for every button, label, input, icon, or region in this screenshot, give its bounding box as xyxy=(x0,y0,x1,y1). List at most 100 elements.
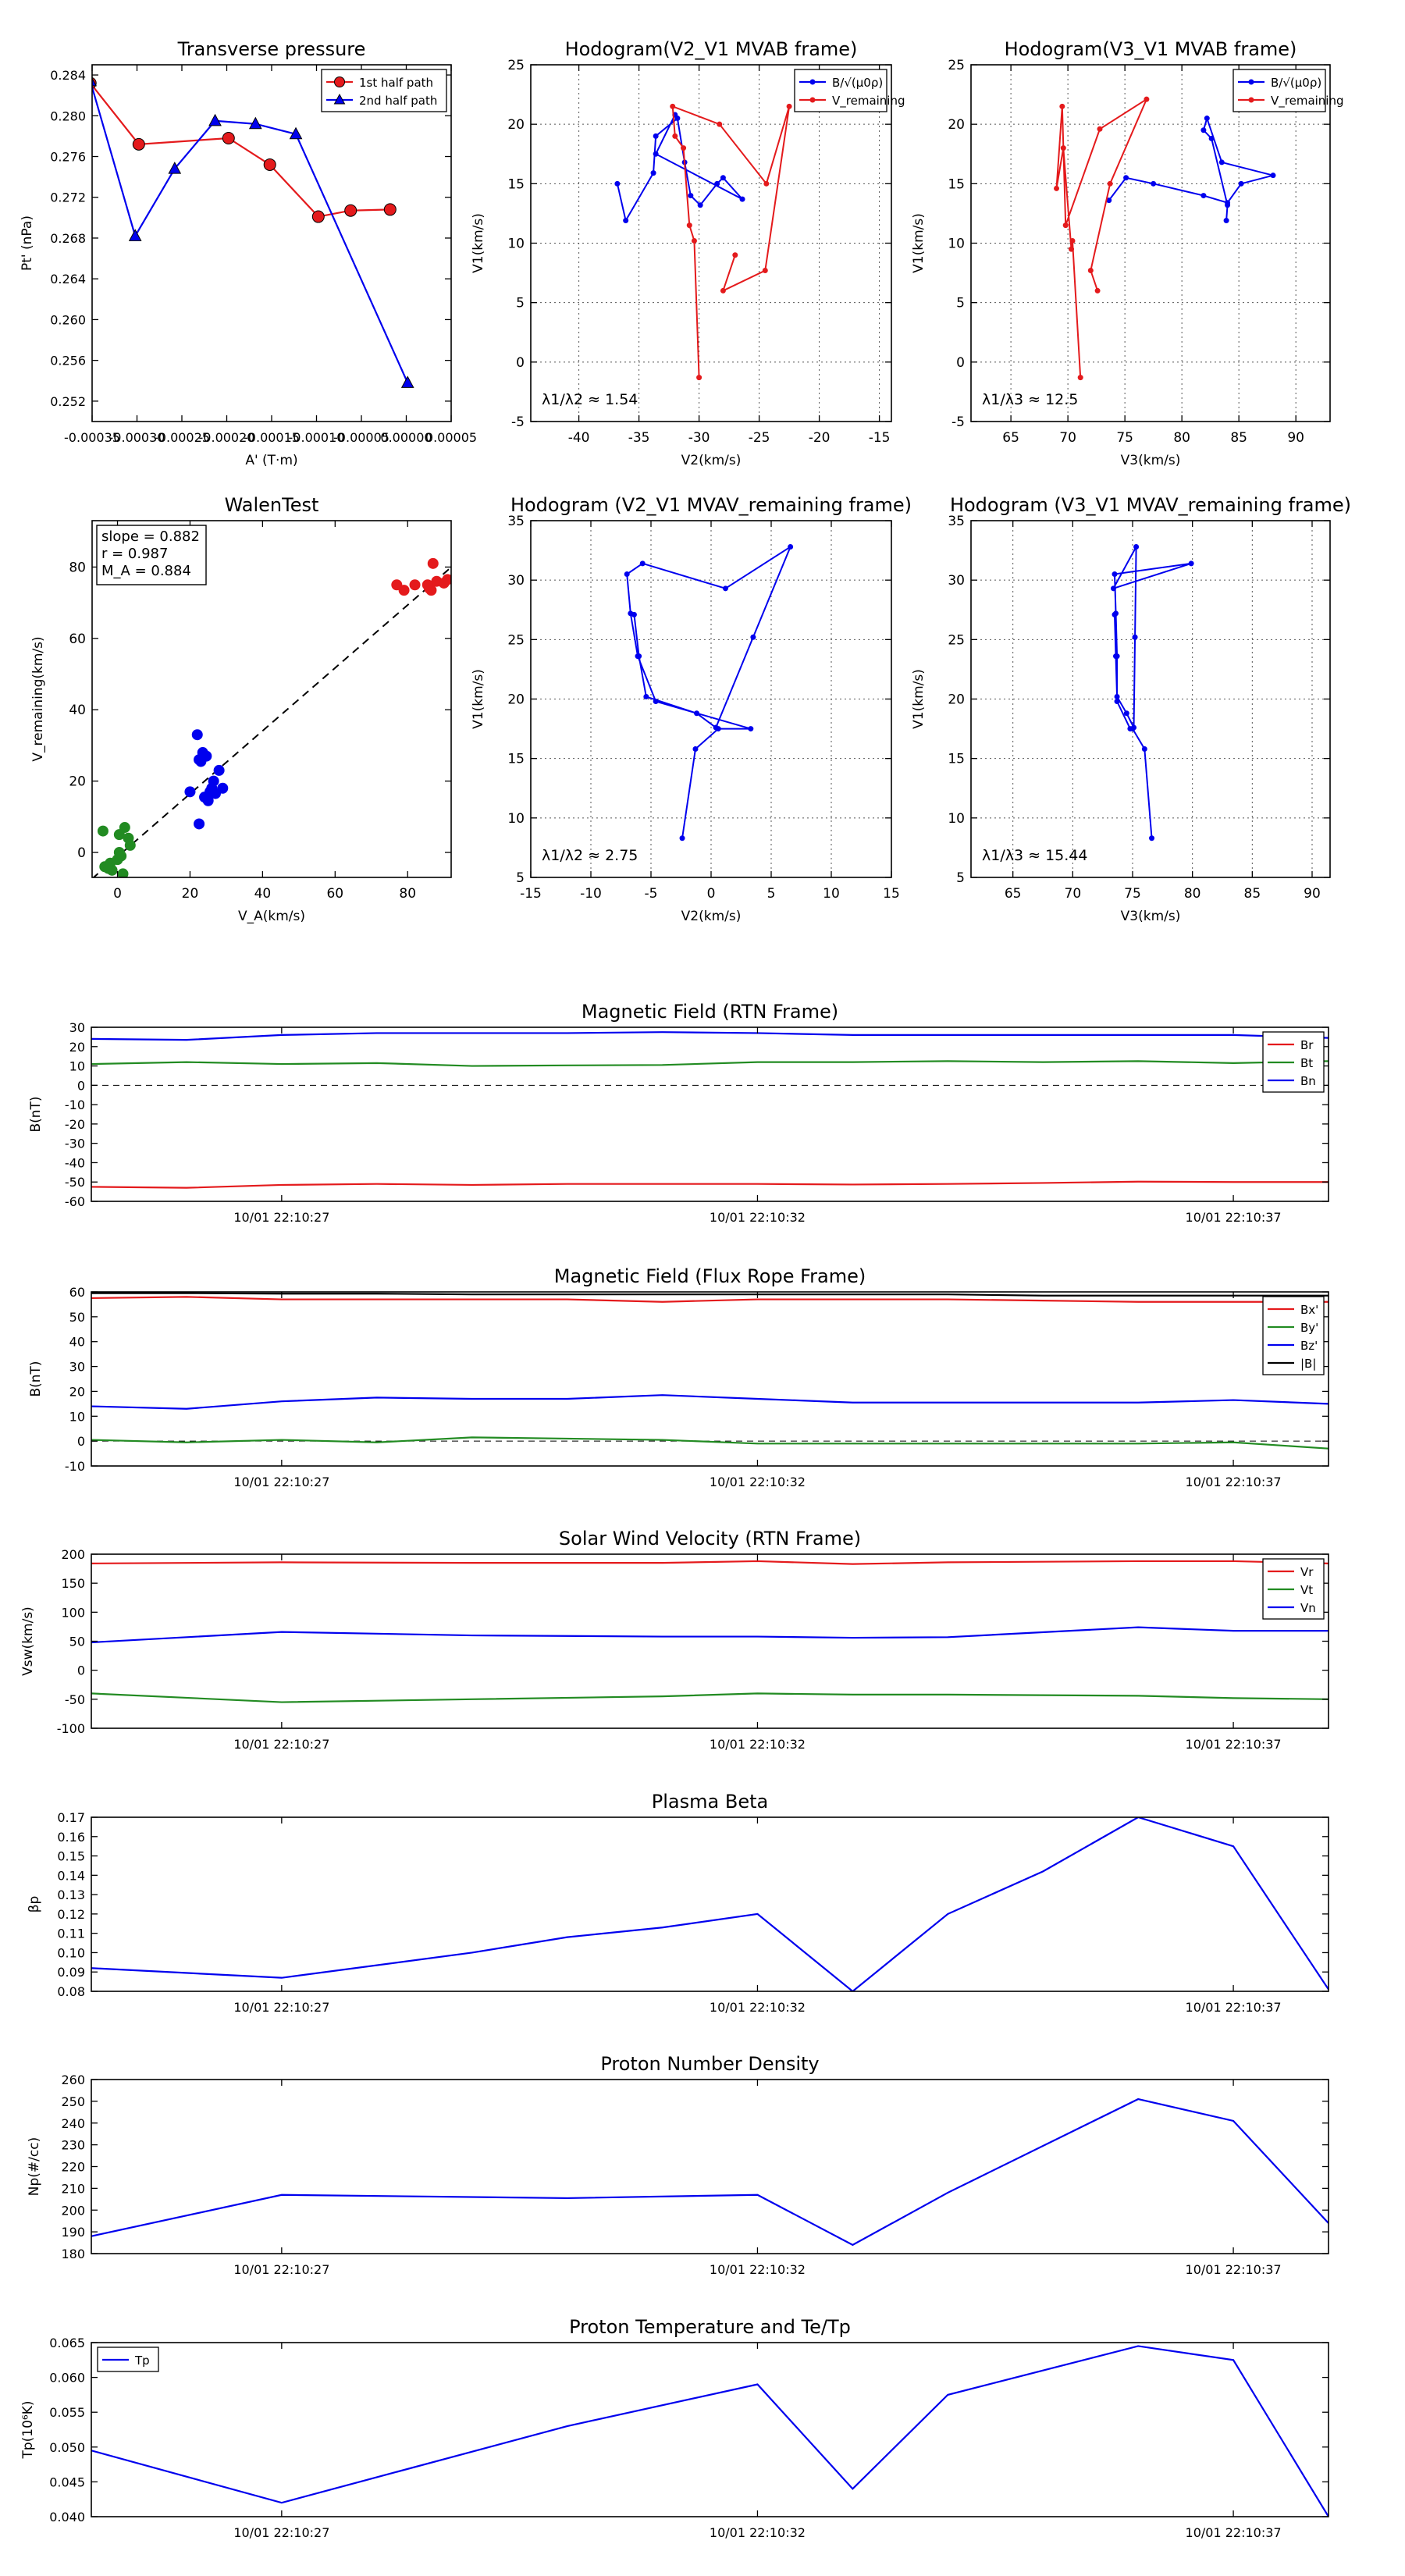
tpk-chart: 0.040 0.045 0.050 0.055 0.060 0.065 10/01 22:1… xyxy=(20,2316,1329,2540)
data-point xyxy=(102,863,114,874)
y-tick-label: 0.14 xyxy=(57,1868,85,1883)
y-tick-label: 0 xyxy=(516,355,525,371)
x-tick-label: -0.00005 xyxy=(333,430,389,445)
x-tick-label: 10/01 22:10:32 xyxy=(710,1737,806,1752)
data-point xyxy=(92,77,98,87)
x-tick-label: 10/01 22:10:37 xyxy=(1186,1210,1282,1225)
tp-title: Transverse pressure xyxy=(177,38,366,60)
y-tick-label: 230 xyxy=(61,2138,85,2153)
x-tick-label: 10/01 22:10:32 xyxy=(710,2525,806,2540)
data-point xyxy=(653,133,659,139)
legend-marker xyxy=(1248,79,1254,85)
data-point xyxy=(696,375,702,381)
x-tick-label: 40 xyxy=(254,886,272,902)
data-point xyxy=(311,210,325,223)
y-tick-label: 40 xyxy=(69,1335,85,1350)
series-bn xyxy=(91,1031,1329,1041)
series-vr xyxy=(91,1560,1329,1565)
x-tick-label: -0.00015 xyxy=(244,430,300,445)
series-br xyxy=(91,1180,1329,1189)
y-axis-label: V_remaining(km/s) xyxy=(30,636,46,761)
data-point xyxy=(624,571,630,578)
x-tick-label: -20 xyxy=(809,430,831,446)
np-title: Proton Number Density xyxy=(600,2053,819,2075)
y-tick-label: 0.284 xyxy=(50,68,86,83)
x-tick-label: -0.00035 xyxy=(64,430,120,445)
fit-stat-line: r = 0.987 xyxy=(101,546,168,562)
y-tick-label: 25 xyxy=(948,632,965,648)
x-tick-label: 80 xyxy=(1184,886,1201,902)
data-point xyxy=(132,137,145,151)
y-tick-label: 15 xyxy=(507,752,525,767)
plot-frame xyxy=(91,2342,1329,2517)
x-tick-label: 85 xyxy=(1244,886,1261,902)
data-point xyxy=(1123,710,1129,717)
y-tick-label: 30 xyxy=(948,573,965,589)
x-tick-label: -35 xyxy=(628,430,650,446)
y-axis-label: Tp(10⁶K) xyxy=(20,2400,36,2459)
data-point xyxy=(1132,634,1138,640)
series-line xyxy=(91,1060,1329,1067)
series-line xyxy=(91,1692,1329,1703)
y-tick-label: 10 xyxy=(69,1409,85,1424)
eigenvalue-ratio-annotation: λ1/λ3 ≈ 15.44 xyxy=(982,847,1087,864)
data-point xyxy=(650,170,656,176)
y-tick-label: 35 xyxy=(948,514,965,529)
data-point xyxy=(688,193,694,199)
series-v-remaining xyxy=(670,103,792,381)
data-point xyxy=(1060,145,1066,151)
y-tick-label: 0.040 xyxy=(49,2510,85,2524)
series-by- xyxy=(91,1436,1329,1450)
data-point xyxy=(1141,745,1147,752)
y-tick-label: 0.11 xyxy=(57,1927,85,1941)
x-axis-label: V2(km/s) xyxy=(681,453,742,468)
series--b- xyxy=(91,1292,1329,1297)
series-line xyxy=(91,1436,1329,1450)
series-vn xyxy=(91,1626,1329,1644)
y-tick-label: 30 xyxy=(507,573,525,589)
data-point xyxy=(1113,653,1119,660)
plot-frame xyxy=(91,2079,1329,2254)
series-line xyxy=(91,2097,1329,2247)
y-tick-label: 0 xyxy=(77,1078,85,1093)
y-tick-label: 0.08 xyxy=(57,1984,85,1999)
data-point xyxy=(1238,180,1244,187)
data-point xyxy=(208,113,222,126)
y-tick-label: 20 xyxy=(507,117,525,133)
series-line xyxy=(626,544,792,838)
data-point xyxy=(113,829,125,841)
y-tick-label: 80 xyxy=(69,560,86,575)
x-tick-label: 65 xyxy=(1005,886,1022,902)
x-tick-label: 90 xyxy=(1304,886,1321,902)
x-tick-label: 0.00005 xyxy=(425,430,477,445)
data-point xyxy=(717,121,723,127)
y-tick-label: 15 xyxy=(948,176,965,192)
x-axis-label: V_A(km/s) xyxy=(238,909,305,924)
x-tick-label: 10/01 22:10:27 xyxy=(233,1737,329,1752)
data-point xyxy=(124,839,136,851)
walen-title: WalenTest xyxy=(225,494,319,516)
y-axis-label: Vsw(km/s) xyxy=(20,1606,36,1676)
data-point xyxy=(1107,180,1113,187)
series-group-1 xyxy=(97,822,136,877)
y-tick-label: 30 xyxy=(69,1360,85,1375)
data-point xyxy=(191,729,203,741)
legend-label: Bt xyxy=(1300,1056,1313,1070)
x-axis-label: V3(km/s) xyxy=(1121,909,1181,924)
data-point xyxy=(208,775,219,787)
h2-title: Hodogram(V3_V1 MVAB frame) xyxy=(1005,38,1297,60)
h3-title: Hodogram (V2_V1 MVAV_remaining frame) xyxy=(510,494,912,516)
series-group-2 xyxy=(184,729,229,830)
y-tick-label: 0.13 xyxy=(57,1888,85,1902)
data-point xyxy=(201,750,212,762)
y-tick-label: 10 xyxy=(69,1059,85,1074)
x-tick-label: 75 xyxy=(1124,886,1141,902)
vsw-title: Solar Wind Velocity (RTN Frame) xyxy=(559,1528,861,1550)
data-point xyxy=(639,560,646,567)
fit-stat-line: M_A = 0.884 xyxy=(101,563,191,579)
plot-frame xyxy=(91,1816,1329,1992)
series-line xyxy=(1108,116,1274,221)
data-point xyxy=(422,579,433,591)
data-point xyxy=(722,585,728,592)
y-tick-label: 40 xyxy=(69,703,86,718)
